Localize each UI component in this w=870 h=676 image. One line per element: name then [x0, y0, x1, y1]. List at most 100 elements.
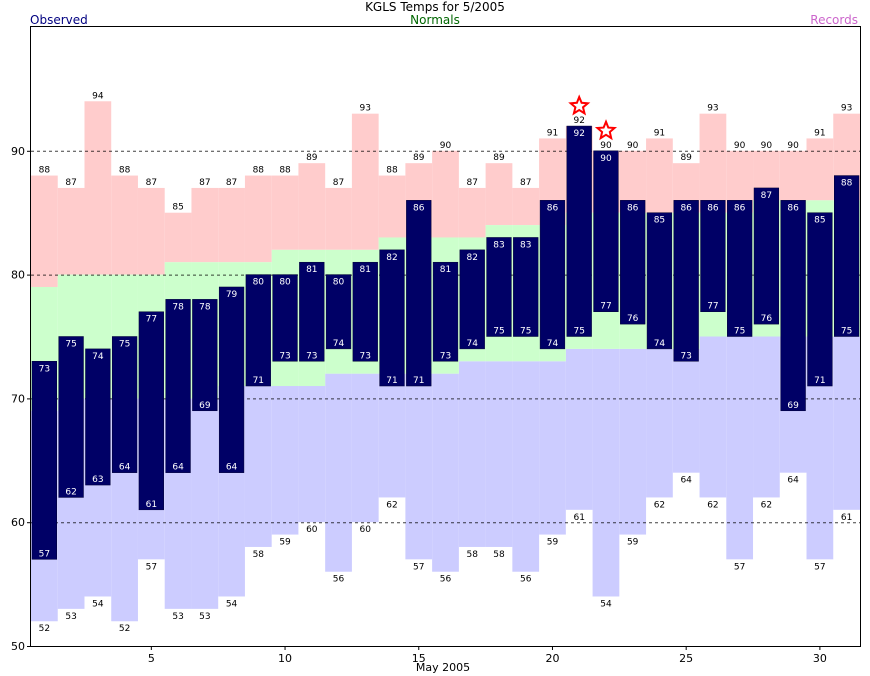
x-tick-label-15: 15 — [412, 652, 426, 665]
record-low-label-day-19: 56 — [520, 575, 532, 585]
observed-bar-day-27 — [727, 200, 753, 337]
observed-low-label-day-9: 71 — [253, 376, 264, 386]
record-high-label-day-10: 88 — [279, 166, 291, 176]
observed-high-label-day-8: 79 — [226, 290, 238, 300]
observed-low-label-day-23: 76 — [627, 314, 639, 324]
observed-low-label-day-24: 74 — [654, 339, 666, 349]
record-low-band-day-11 — [298, 386, 326, 523]
record-low-label-day-17: 58 — [467, 550, 479, 560]
record-low-label-day-8: 54 — [226, 599, 238, 609]
observed-high-label-day-5: 77 — [146, 315, 157, 325]
record-low-label-day-12: 56 — [333, 575, 345, 585]
record-low-band-day-12 — [325, 373, 352, 572]
observed-high-label-day-30: 85 — [814, 216, 825, 226]
record-low-label-day-7: 53 — [199, 612, 210, 622]
observed-low-label-day-26: 77 — [707, 302, 718, 312]
observed-low-label-day-19: 75 — [520, 327, 531, 337]
observed-low-label-day-21: 75 — [573, 327, 584, 337]
record-low-band-day-14 — [378, 373, 406, 498]
record-low-band-day-23 — [619, 348, 647, 535]
axis-layer: 50 60 70 80 90 5 10 15 20 25 30 — [11, 145, 827, 665]
record-low-label-day-11: 60 — [306, 525, 318, 535]
observed-low-label-day-29: 69 — [787, 401, 799, 411]
record-low-label-day-29: 64 — [787, 476, 799, 486]
record-high-band-day-13 — [351, 113, 379, 250]
observed-bar-day-5 — [138, 311, 164, 511]
observed-bar-layer — [31, 125, 860, 560]
observed-high-label-day-20: 86 — [547, 203, 559, 213]
record-star-icon-day-22 — [594, 119, 618, 141]
record-low-band-day-9 — [244, 386, 272, 547]
observed-low-label-day-20: 74 — [547, 339, 559, 349]
record-low-band-day-10 — [271, 386, 299, 535]
record-high-band-day-10 — [271, 175, 299, 250]
record-high-label-day-26: 93 — [707, 104, 718, 114]
record-low-label-day-16: 56 — [440, 575, 452, 585]
record-high-label-day-19: 87 — [520, 178, 531, 188]
record-high-label-day-29: 90 — [787, 141, 799, 151]
record-high-label-day-22: 90 — [600, 141, 612, 151]
y-tick-label-80: 80 — [11, 269, 25, 282]
observed-bar-day-12 — [325, 274, 352, 350]
record-low-label-day-28: 62 — [761, 500, 772, 510]
observed-bar-day-2 — [58, 336, 84, 498]
record-low-label-day-21: 61 — [573, 513, 584, 523]
observed-low-label-day-16: 73 — [440, 351, 451, 361]
observed-bar-day-8 — [218, 286, 245, 473]
observed-high-label-day-21: 92 — [573, 129, 584, 139]
record-low-band-day-20 — [539, 361, 566, 535]
record-low-band-day-25 — [672, 348, 700, 473]
record-low-label-day-27: 57 — [734, 562, 745, 572]
plot-frame — [30, 26, 861, 647]
legend-normals: Normals — [410, 13, 460, 27]
observed-high-label-day-6: 78 — [172, 302, 184, 312]
observed-high-label-day-19: 83 — [520, 240, 531, 250]
x-tick-label-10: 10 — [278, 652, 292, 665]
observed-bar-day-25 — [673, 200, 699, 362]
record-high-label-day-9: 88 — [253, 166, 265, 176]
chart-title: KGLS Temps for 5/2005 — [365, 0, 505, 14]
observed-low-label-day-6: 64 — [172, 463, 184, 473]
record-low-label-day-5: 57 — [146, 562, 157, 572]
record-low-label-day-9: 58 — [253, 550, 265, 560]
observed-bar-day-28 — [753, 187, 780, 325]
observed-bar-day-13 — [352, 261, 378, 362]
observed-low-label-day-1: 57 — [39, 549, 50, 559]
record-low-label-day-31: 61 — [841, 513, 852, 523]
record-low-label-day-18: 58 — [493, 550, 505, 560]
observed-high-label-day-4: 75 — [119, 340, 130, 350]
observed-bar-day-3 — [85, 348, 111, 486]
observed-bar-day-26 — [700, 200, 726, 312]
observed-high-label-day-18: 83 — [493, 240, 504, 250]
record-low-band-day-17 — [458, 361, 486, 547]
record-low-band-day-22 — [592, 348, 620, 597]
observed-bar-day-9 — [245, 274, 271, 387]
observed-low-label-day-2: 62 — [65, 487, 76, 497]
record-high-label-day-20: 91 — [547, 128, 558, 138]
record-low-band-day-28 — [753, 336, 780, 498]
record-low-label-day-30: 57 — [814, 562, 825, 572]
record-high-band-day-18 — [485, 163, 513, 226]
observed-high-label-day-26: 86 — [707, 203, 719, 213]
observed-high-label-day-16: 81 — [440, 265, 451, 275]
record-high-band-day-12 — [325, 187, 352, 250]
observed-low-label-day-7: 69 — [199, 401, 211, 411]
record-low-label-day-15: 57 — [413, 562, 424, 572]
y-tick-label-90: 90 — [11, 145, 25, 158]
record-low-band-day-31 — [833, 336, 860, 510]
observed-bar-day-10 — [272, 274, 298, 362]
observed-low-label-day-4: 64 — [119, 463, 131, 473]
legend-records: Records — [810, 13, 858, 27]
observed-low-label-day-22: 77 — [600, 302, 611, 312]
record-high-band-day-2 — [57, 187, 85, 275]
record-high-label-day-23: 90 — [627, 141, 639, 151]
observed-high-label-day-11: 81 — [306, 265, 317, 275]
record-high-label-day-11: 89 — [306, 153, 318, 163]
observed-high-label-day-29: 86 — [787, 203, 799, 213]
observed-low-label-day-15: 71 — [413, 376, 424, 386]
y-tick-label-60: 60 — [11, 516, 25, 529]
observed-bar-day-21 — [566, 125, 592, 337]
record-low-band-day-21 — [565, 348, 593, 510]
record-high-label-day-16: 90 — [440, 141, 452, 151]
observed-bar-day-20 — [539, 200, 566, 350]
